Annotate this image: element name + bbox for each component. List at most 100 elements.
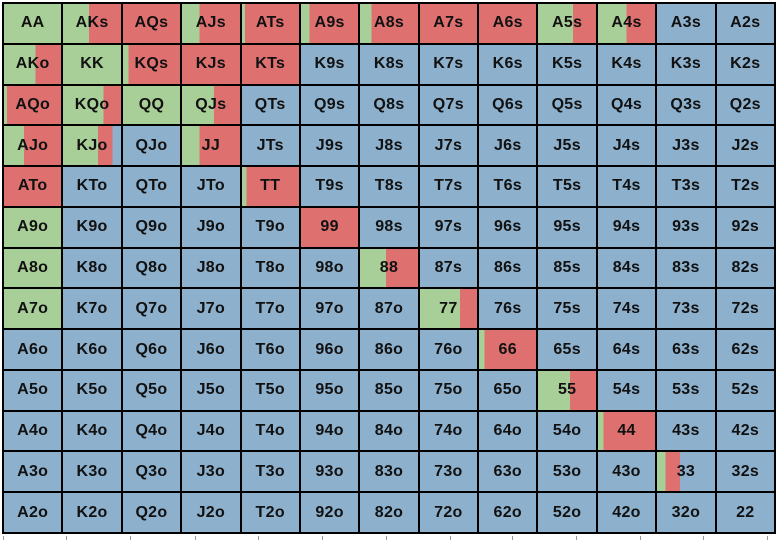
hand-cell-85o[interactable]: 85o [360,370,420,412]
hand-cell-AKs[interactable]: AKs [63,4,123,45]
hand-cell-96o[interactable]: 96o [300,330,361,371]
hand-cell-ATs[interactable]: ATs [241,4,301,45]
hand-cell-Q8s[interactable]: Q8s [360,85,420,127]
hand-cell-94o[interactable]: 94o [300,411,361,453]
hand-cell-KQs[interactable]: KQs [122,44,183,86]
hand-cell-87o[interactable]: 87o [360,289,420,331]
hand-cell-63o[interactable]: 63o [479,452,539,494]
hand-cell-82o[interactable]: 82o [360,493,420,534]
hand-cell-QTs[interactable]: QTs [241,85,301,127]
hand-cell-Q7s[interactable]: Q7s [419,85,480,127]
hand-cell-KTo[interactable]: KTo [63,167,123,208]
hand-cell-33[interactable]: 33 [657,452,717,494]
hand-cell-J5o[interactable]: J5o [182,370,242,412]
hand-cell-J7s[interactable]: J7s [419,126,480,168]
hand-cell-63s[interactable]: 63s [657,330,717,371]
hand-cell-T9o[interactable]: T9o [241,207,301,249]
hand-cell-93s[interactable]: 93s [657,207,717,249]
hand-cell-76s[interactable]: 76s [479,289,539,331]
hand-cell-98o[interactable]: 98o [300,248,361,290]
hand-cell-97o[interactable]: 97o [300,289,361,331]
hand-cell-75o[interactable]: 75o [419,370,480,412]
hand-cell-Q6o[interactable]: Q6o [122,330,183,371]
hand-cell-K5s[interactable]: K5s [538,44,598,86]
hand-cell-JTs[interactable]: JTs [241,126,301,168]
hand-cell-K2s[interactable]: K2s [716,44,776,86]
hand-cell-94s[interactable]: 94s [597,207,658,249]
hand-cell-K7o[interactable]: K7o [63,289,123,331]
hand-cell-Q8o[interactable]: Q8o [122,248,183,290]
hand-cell-T3o[interactable]: T3o [241,452,301,494]
hand-cell-K7s[interactable]: K7s [419,44,480,86]
hand-cell-QJs[interactable]: QJs [182,85,242,127]
hand-cell-K4s[interactable]: K4s [597,44,658,86]
hand-cell-T6s[interactable]: T6s [479,167,539,208]
hand-cell-T9s[interactable]: T9s [300,167,361,208]
hand-cell-Q5o[interactable]: Q5o [122,370,183,412]
hand-cell-54o[interactable]: 54o [538,411,598,453]
hand-cell-62o[interactable]: 62o [479,493,539,534]
hand-cell-55[interactable]: 55 [538,370,598,412]
hand-cell-32o[interactable]: 32o [657,493,717,534]
hand-cell-52o[interactable]: 52o [538,493,598,534]
hand-cell-93o[interactable]: 93o [300,452,361,494]
hand-cell-ATo[interactable]: ATo [4,167,64,208]
hand-cell-42o[interactable]: 42o [597,493,658,534]
hand-cell-QJo[interactable]: QJo [122,126,183,168]
hand-cell-T5o[interactable]: T5o [241,370,301,412]
hand-cell-KQo[interactable]: KQo [63,85,123,127]
hand-cell-74s[interactable]: 74s [597,289,658,331]
hand-cell-J3s[interactable]: J3s [657,126,717,168]
hand-cell-AQo[interactable]: AQo [4,85,64,127]
hand-cell-64o[interactable]: 64o [479,411,539,453]
hand-cell-77[interactable]: 77 [419,289,480,331]
hand-cell-72s[interactable]: 72s [716,289,776,331]
hand-cell-99[interactable]: 99 [300,207,361,249]
hand-cell-43o[interactable]: 43o [597,452,658,494]
hand-cell-87s[interactable]: 87s [419,248,480,290]
hand-cell-J7o[interactable]: J7o [182,289,242,331]
hand-cell-Q9s[interactable]: Q9s [300,85,361,127]
hand-cell-88[interactable]: 88 [360,248,420,290]
hand-cell-J6s[interactable]: J6s [479,126,539,168]
hand-cell-T3s[interactable]: T3s [657,167,717,208]
hand-cell-A7o[interactable]: A7o [4,289,64,331]
hand-cell-T4o[interactable]: T4o [241,411,301,453]
hand-cell-QQ[interactable]: QQ [122,85,183,127]
hand-cell-J6o[interactable]: J6o [182,330,242,371]
hand-cell-T8o[interactable]: T8o [241,248,301,290]
hand-cell-32s[interactable]: 32s [716,452,776,494]
hand-cell-84s[interactable]: 84s [597,248,658,290]
hand-cell-A6o[interactable]: A6o [4,330,64,371]
hand-cell-A6s[interactable]: A6s [479,4,539,45]
hand-cell-KTs[interactable]: KTs [241,44,301,86]
hand-cell-72o[interactable]: 72o [419,493,480,534]
hand-cell-K5o[interactable]: K5o [63,370,123,412]
hand-cell-44[interactable]: 44 [597,411,658,453]
hand-cell-84o[interactable]: 84o [360,411,420,453]
hand-cell-65o[interactable]: 65o [479,370,539,412]
hand-cell-A3o[interactable]: A3o [4,452,64,494]
hand-cell-92o[interactable]: 92o [300,493,361,534]
hand-cell-95o[interactable]: 95o [300,370,361,412]
hand-cell-T4s[interactable]: T4s [597,167,658,208]
hand-cell-Q3s[interactable]: Q3s [657,85,717,127]
hand-cell-85s[interactable]: 85s [538,248,598,290]
hand-cell-Q6s[interactable]: Q6s [479,85,539,127]
hand-cell-22[interactable]: 22 [716,493,776,534]
hand-cell-97s[interactable]: 97s [419,207,480,249]
hand-cell-JTo[interactable]: JTo [182,167,242,208]
hand-cell-83o[interactable]: 83o [360,452,420,494]
hand-cell-T5s[interactable]: T5s [538,167,598,208]
hand-cell-K3s[interactable]: K3s [657,44,717,86]
hand-cell-KK[interactable]: KK [63,44,123,86]
hand-cell-A8o[interactable]: A8o [4,248,64,290]
hand-cell-Q2s[interactable]: Q2s [716,85,776,127]
hand-cell-T2s[interactable]: T2s [716,167,776,208]
hand-cell-76o[interactable]: 76o [419,330,480,371]
hand-cell-T6o[interactable]: T6o [241,330,301,371]
hand-cell-AJs[interactable]: AJs [182,4,242,45]
hand-cell-A5o[interactable]: A5o [4,370,64,412]
hand-cell-53o[interactable]: 53o [538,452,598,494]
hand-cell-Q7o[interactable]: Q7o [122,289,183,331]
